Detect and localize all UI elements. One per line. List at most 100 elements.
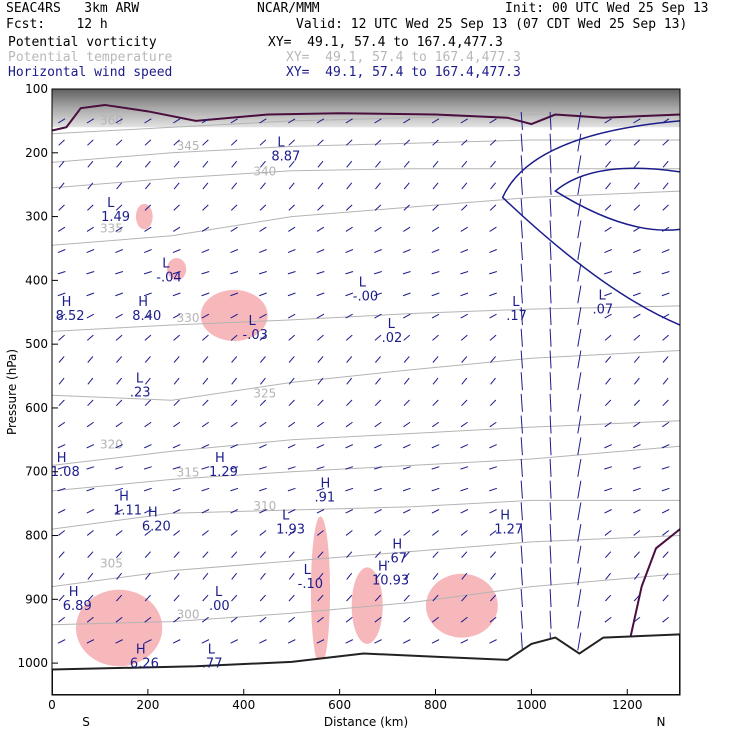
y-axis-label: Pressure (hPa) [5,349,19,435]
x-tick-label: 0 [48,698,56,712]
wind-vector [460,487,469,492]
wind-vector [144,160,151,168]
wind-vector [520,480,523,499]
wind-vector [661,466,670,470]
extremum-letter: L [107,196,115,211]
wind-vector [58,160,65,168]
wind-vector [403,139,411,146]
wind-vector [604,399,612,407]
wind-vector [549,328,552,347]
wind-vector [461,572,468,580]
wind-vector [402,444,411,449]
wind-vector [116,594,123,602]
wind-vector [172,271,181,275]
wind-vector [143,487,152,492]
wind-vector [403,530,411,536]
wind-vector [345,139,353,146]
wind-vector [144,594,151,602]
wind-vector [490,182,496,190]
wind-vector [202,377,209,385]
wind-vector [490,356,497,363]
extremum-0: L8.87 [271,135,300,164]
wind-vector [520,285,523,304]
wind-vector [144,182,151,190]
wind-vector [549,589,552,608]
wind-vector [605,551,612,558]
wind-vector [86,249,95,253]
wind-vector [403,594,410,602]
wind-vector [115,616,123,623]
wind-vector [316,530,324,536]
wind-vector [317,594,324,602]
theta-contour-330 [52,305,680,332]
wind-vector [346,399,353,407]
wind-vector [345,226,353,232]
wind-vector [57,487,66,492]
wind-vector [259,530,267,536]
wind-vector [604,509,612,514]
extremum-value: 6.26 [130,657,159,672]
wind-vector [87,399,94,407]
wind-vector [143,249,152,253]
wind-vector [345,466,354,470]
wind-vector [260,572,266,580]
wind-vector [489,530,497,536]
extremum-value: .67 [386,551,407,566]
south-label: S [82,715,90,729]
wind-vector [288,616,296,623]
wind-vector [549,307,552,326]
wind-vector [231,572,238,580]
wind-vector [460,271,469,275]
wind-vector [115,444,123,449]
extremum-10: L.23 [130,371,151,400]
wind-vector [201,530,209,536]
wind-vector [258,487,267,492]
wind-vector [432,377,439,385]
wind-vector [58,182,65,190]
wind-vector [520,263,523,282]
wind-vector [374,509,382,514]
wind-vector [577,177,582,195]
wind-vector [489,594,497,602]
wind-vector [549,393,552,412]
wind-vector [403,551,410,558]
wind-vector [317,160,324,168]
wind-vector [662,334,669,341]
wind-vector [633,572,640,580]
wind-vector [661,509,670,514]
wind-vector [489,639,497,644]
extremum-letter: H [62,295,72,310]
extremum-5: H8.40 [132,295,161,324]
wind-vector [633,594,640,602]
wind-vector [549,458,552,477]
wind-vector [489,616,497,623]
wind-vector [316,421,325,428]
wind-vector [604,249,612,253]
wind-vector [431,444,440,449]
wind-vector [633,226,641,232]
wind-vector [115,399,123,407]
wind-vector [402,487,411,492]
wind-vector [632,292,641,297]
theta-label-320: 320 [100,437,123,451]
wind-vector [577,133,582,152]
pv-patch-2 [135,203,153,230]
wind-vector [520,632,523,651]
y-tick-label: 300 [25,210,48,224]
wind-vector [549,567,552,586]
wind-vector [259,334,267,341]
init-label: Init: 00 UTC Wed 25 Sep 13 [505,1,709,16]
y-tick-label: 1000 [17,656,48,670]
y-tick-label: 700 [25,465,48,479]
wind-vector [115,292,124,297]
wind-vector [231,399,238,407]
pv-patch-0 [200,289,268,341]
extremum-value: -.04 [156,271,181,286]
wind-vector [604,444,612,449]
extremum-letter: L [162,257,170,272]
wind-vector [461,204,468,211]
wind-vector [230,271,239,275]
wind-vector [230,204,238,211]
wind-vector [604,313,612,319]
extremum-8: L.17 [506,295,527,324]
